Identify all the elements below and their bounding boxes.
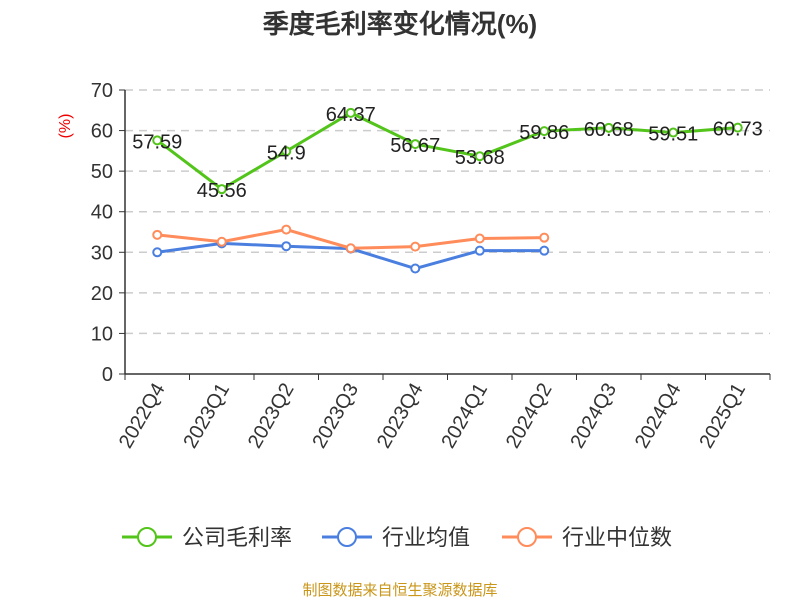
data-point: [474, 245, 485, 256]
source-note: 制图数据来自恒生聚源数据库: [302, 582, 497, 599]
data-label: 59.86: [519, 122, 569, 144]
data-point: [281, 241, 292, 252]
data-point: [345, 107, 356, 118]
data-point: [281, 146, 292, 157]
x-tick-label: 2024Q3: [566, 380, 621, 453]
data-point: [152, 247, 163, 258]
y-tick-label: 50: [91, 161, 113, 183]
data-point: [603, 122, 614, 133]
data-point: [216, 184, 227, 195]
data-point: [152, 135, 163, 146]
data-point: [668, 127, 679, 138]
data-label: 60.68: [584, 119, 634, 141]
chart-title: 季度毛利率变化情况(%): [263, 9, 537, 39]
legend-item[interactable]: 行业中位数: [562, 525, 672, 550]
y-tick-label: 20: [91, 283, 113, 305]
y-tick-label: 60: [91, 121, 113, 143]
data-label: 64.37: [326, 104, 376, 126]
data-point: [474, 233, 485, 244]
legend-marker: [337, 527, 357, 547]
x-tick-label: 2022Q4: [115, 380, 170, 453]
y-tick-label: 40: [91, 202, 113, 224]
x-tick-label: 2024Q4: [631, 380, 686, 453]
data-point: [410, 139, 421, 150]
data-label: 56.67: [390, 135, 440, 157]
data-label: 60.73: [713, 119, 763, 141]
data-label: 53.68: [455, 147, 505, 169]
data-point: [410, 241, 421, 252]
x-tick-label: 2023Q4: [373, 380, 428, 453]
series-line-0: [156, 111, 738, 191]
data-point: [410, 263, 421, 274]
data-label: 57.59: [132, 131, 182, 153]
data-label: 54.9: [267, 142, 306, 164]
y-axis-label: (%): [57, 114, 74, 139]
data-point: [281, 224, 292, 235]
data-label: 45.56: [197, 180, 247, 202]
legend-marker: [137, 527, 157, 547]
data-point: [345, 243, 356, 254]
data-point: [216, 236, 227, 247]
data-point: [539, 126, 550, 137]
legend-item[interactable]: 行业均值: [382, 525, 470, 550]
y-tick-label: 10: [91, 323, 113, 345]
x-tick-label: 2023Q1: [179, 380, 234, 453]
x-tick-label: 2024Q1: [437, 380, 492, 453]
x-tick-label: 2023Q3: [308, 380, 363, 453]
data-point: [732, 122, 743, 133]
y-tick-label: 70: [91, 80, 113, 102]
data-point: [152, 229, 163, 240]
x-tick-label: 2025Q1: [695, 380, 750, 453]
legend-item[interactable]: 公司毛利率: [182, 525, 292, 550]
y-tick-label: 30: [91, 242, 113, 264]
legend-marker: [517, 527, 537, 547]
x-tick-label: 2023Q2: [244, 380, 299, 453]
y-tick-label: 0: [102, 364, 113, 386]
data-label: 59.51: [648, 124, 698, 146]
data-point: [474, 151, 485, 162]
data-point: [539, 232, 550, 243]
x-tick-label: 2024Q2: [502, 380, 557, 453]
data-point: [539, 245, 550, 256]
